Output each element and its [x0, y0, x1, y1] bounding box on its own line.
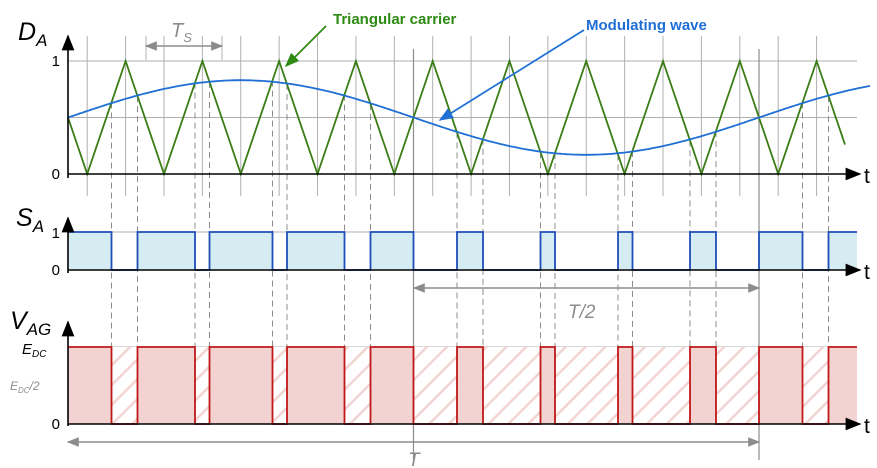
sa-tick-0: 0 [52, 262, 60, 279]
switch-pulse-fill [370, 232, 414, 270]
da-axis-label: DA [18, 18, 47, 50]
sa-time-label: t [864, 261, 870, 284]
vag-tick-edc: EDC [22, 341, 47, 360]
switch-pulse-fill [690, 232, 716, 270]
switch-pulse-fill [618, 232, 633, 270]
sa-tick-1: 1 [52, 225, 60, 242]
carrier-callout-arrow [284, 25, 327, 68]
switch-pulse-fill [828, 232, 857, 270]
da-axes [61, 34, 862, 181]
voltage-pulse-fill [540, 347, 555, 424]
vag-time-label: t [864, 415, 870, 438]
voltage-pulse-fill [828, 347, 857, 424]
da-tick-0: 0 [52, 166, 60, 183]
switch-pulse-fill [540, 232, 555, 270]
ts-label: TS [171, 20, 192, 45]
modulating-wave-line [67, 79, 871, 156]
voltage-pulse-fill [68, 347, 112, 424]
carrier-callout-text: Triangular carrier [333, 11, 457, 28]
voltage-pulse-fill [287, 347, 345, 424]
da-time-label: t [864, 165, 870, 188]
vag-axes [61, 320, 862, 431]
switch-pulse-fill [68, 232, 112, 270]
sa-axis-label: SA [16, 204, 44, 236]
switch-pulse-fill [209, 232, 273, 270]
vag-tick-half: EDC/2 [10, 379, 40, 395]
switch-pulse-fill [287, 232, 345, 270]
switch-pulse-fill [137, 232, 195, 270]
grid-lines [68, 36, 857, 386]
modulating-callout-text: Modulating wave [586, 17, 707, 34]
da-tick-1: 1 [52, 53, 60, 70]
voltage-pulse-fill [618, 347, 633, 424]
pulse-fills [68, 232, 857, 424]
modulating-callout-arrow [438, 29, 585, 121]
voltage-pulse-fill [457, 347, 483, 424]
voltage-pulse-fill [690, 347, 716, 424]
vag-axis-label: VAG [10, 307, 51, 339]
voltage-pulse-fill [370, 347, 414, 424]
period-label: T [408, 450, 421, 468]
switch-pulse-fill [759, 232, 803, 270]
voltage-pulse-fill [759, 347, 803, 424]
half-period-label: T/2 [568, 302, 596, 323]
vag-tick-0: 0 [52, 416, 60, 433]
switch-pulse-fill [457, 232, 483, 270]
sa-axes [61, 216, 862, 277]
voltage-pulse-fill [209, 347, 273, 424]
voltage-pulse-fill [137, 347, 195, 424]
